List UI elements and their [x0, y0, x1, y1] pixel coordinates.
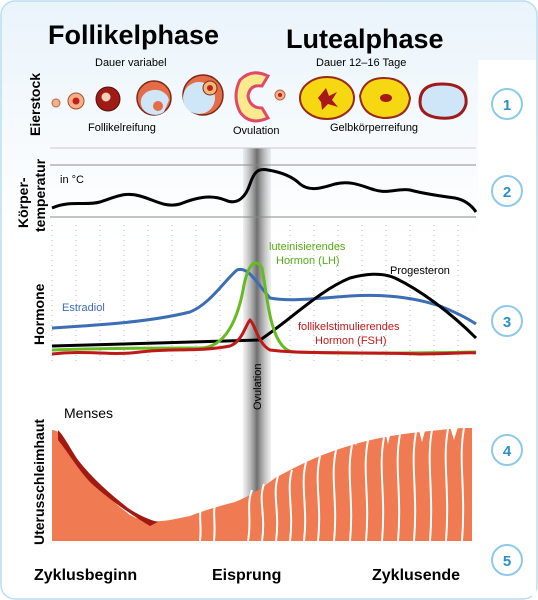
- gland-crypts: [352, 427, 458, 446]
- luteal-phase-duration: Dauer 12–16 Tage: [316, 57, 406, 69]
- temperature-unit: in °C: [60, 174, 84, 186]
- svg-text:3: 3: [503, 314, 511, 331]
- tertiary-follicle: [136, 80, 172, 116]
- menses-label: Menses: [64, 405, 113, 421]
- row-number-2: 2: [491, 175, 523, 207]
- follicular-phase-title: Follikelphase: [48, 20, 219, 50]
- row-label-hormones: Hormone: [31, 283, 47, 345]
- corpus-luteum-early: [299, 76, 355, 120]
- secondary-follicle: [95, 86, 121, 112]
- fsh-label-line2: Hormon (FSH): [315, 335, 387, 347]
- estradiol-label: Estradiol: [62, 302, 105, 314]
- lh-label-line2: Hormon (LH): [276, 255, 340, 267]
- follicle-stages: [51, 71, 468, 123]
- temperature-curve: [51, 168, 478, 213]
- follicle-maturation-label: Follikelreifung: [88, 122, 156, 134]
- row-label-temperature-1: Körper-: [15, 177, 31, 228]
- ovulation-band: [243, 148, 271, 541]
- timeline-start: Zyklusbeginn: [34, 567, 137, 584]
- timeline-end: Zyklusende: [372, 567, 460, 584]
- lh-label-line1: luteinisierendes: [269, 241, 346, 253]
- gland-lines: [199, 427, 465, 542]
- endometrium-layer: [52, 427, 472, 542]
- ovulation-label: Ovulation: [233, 125, 279, 137]
- primary-follicle: [67, 92, 85, 110]
- progesterone-label: Progesteron: [390, 265, 450, 277]
- fsh-label-line1: follikelstimulierendes: [298, 321, 400, 333]
- primordial-follicle: [51, 98, 61, 108]
- svg-text:5: 5: [503, 553, 511, 570]
- row-label-ovary: Eierstock: [27, 73, 43, 136]
- corpus-albicans: [418, 82, 468, 120]
- hormone-dotted-gridlines: [51, 225, 459, 365]
- graafian-follicle: [182, 74, 224, 116]
- row-label-temperature-2: temperatur: [32, 158, 48, 232]
- svg-text:4: 4: [503, 443, 512, 460]
- corpus-luteum-maturation-label: Gelbkörperreifung: [330, 122, 418, 134]
- svg-text:2: 2: [503, 184, 511, 201]
- row-number-3: 3: [491, 305, 523, 337]
- fsh-curve: [51, 317, 477, 356]
- follicular-phase-duration: Dauer variabel: [95, 57, 167, 69]
- corpus-luteum-mature: [358, 76, 412, 120]
- row-label-endometrium: Uterusschleimhaut: [31, 419, 47, 545]
- progesterone-curve: [51, 272, 478, 348]
- ovulation-band-label: Ovulation: [252, 364, 264, 410]
- luteal-phase-title: Lutealphase: [286, 24, 444, 54]
- timeline-ovulation: Eisprung: [212, 567, 281, 584]
- row-number-4: 4: [491, 434, 523, 466]
- svg-text:1: 1: [503, 97, 511, 114]
- row-number-5: 5: [491, 544, 523, 576]
- row-number-1: 1: [491, 88, 523, 120]
- ovulating-follicle: [234, 71, 286, 123]
